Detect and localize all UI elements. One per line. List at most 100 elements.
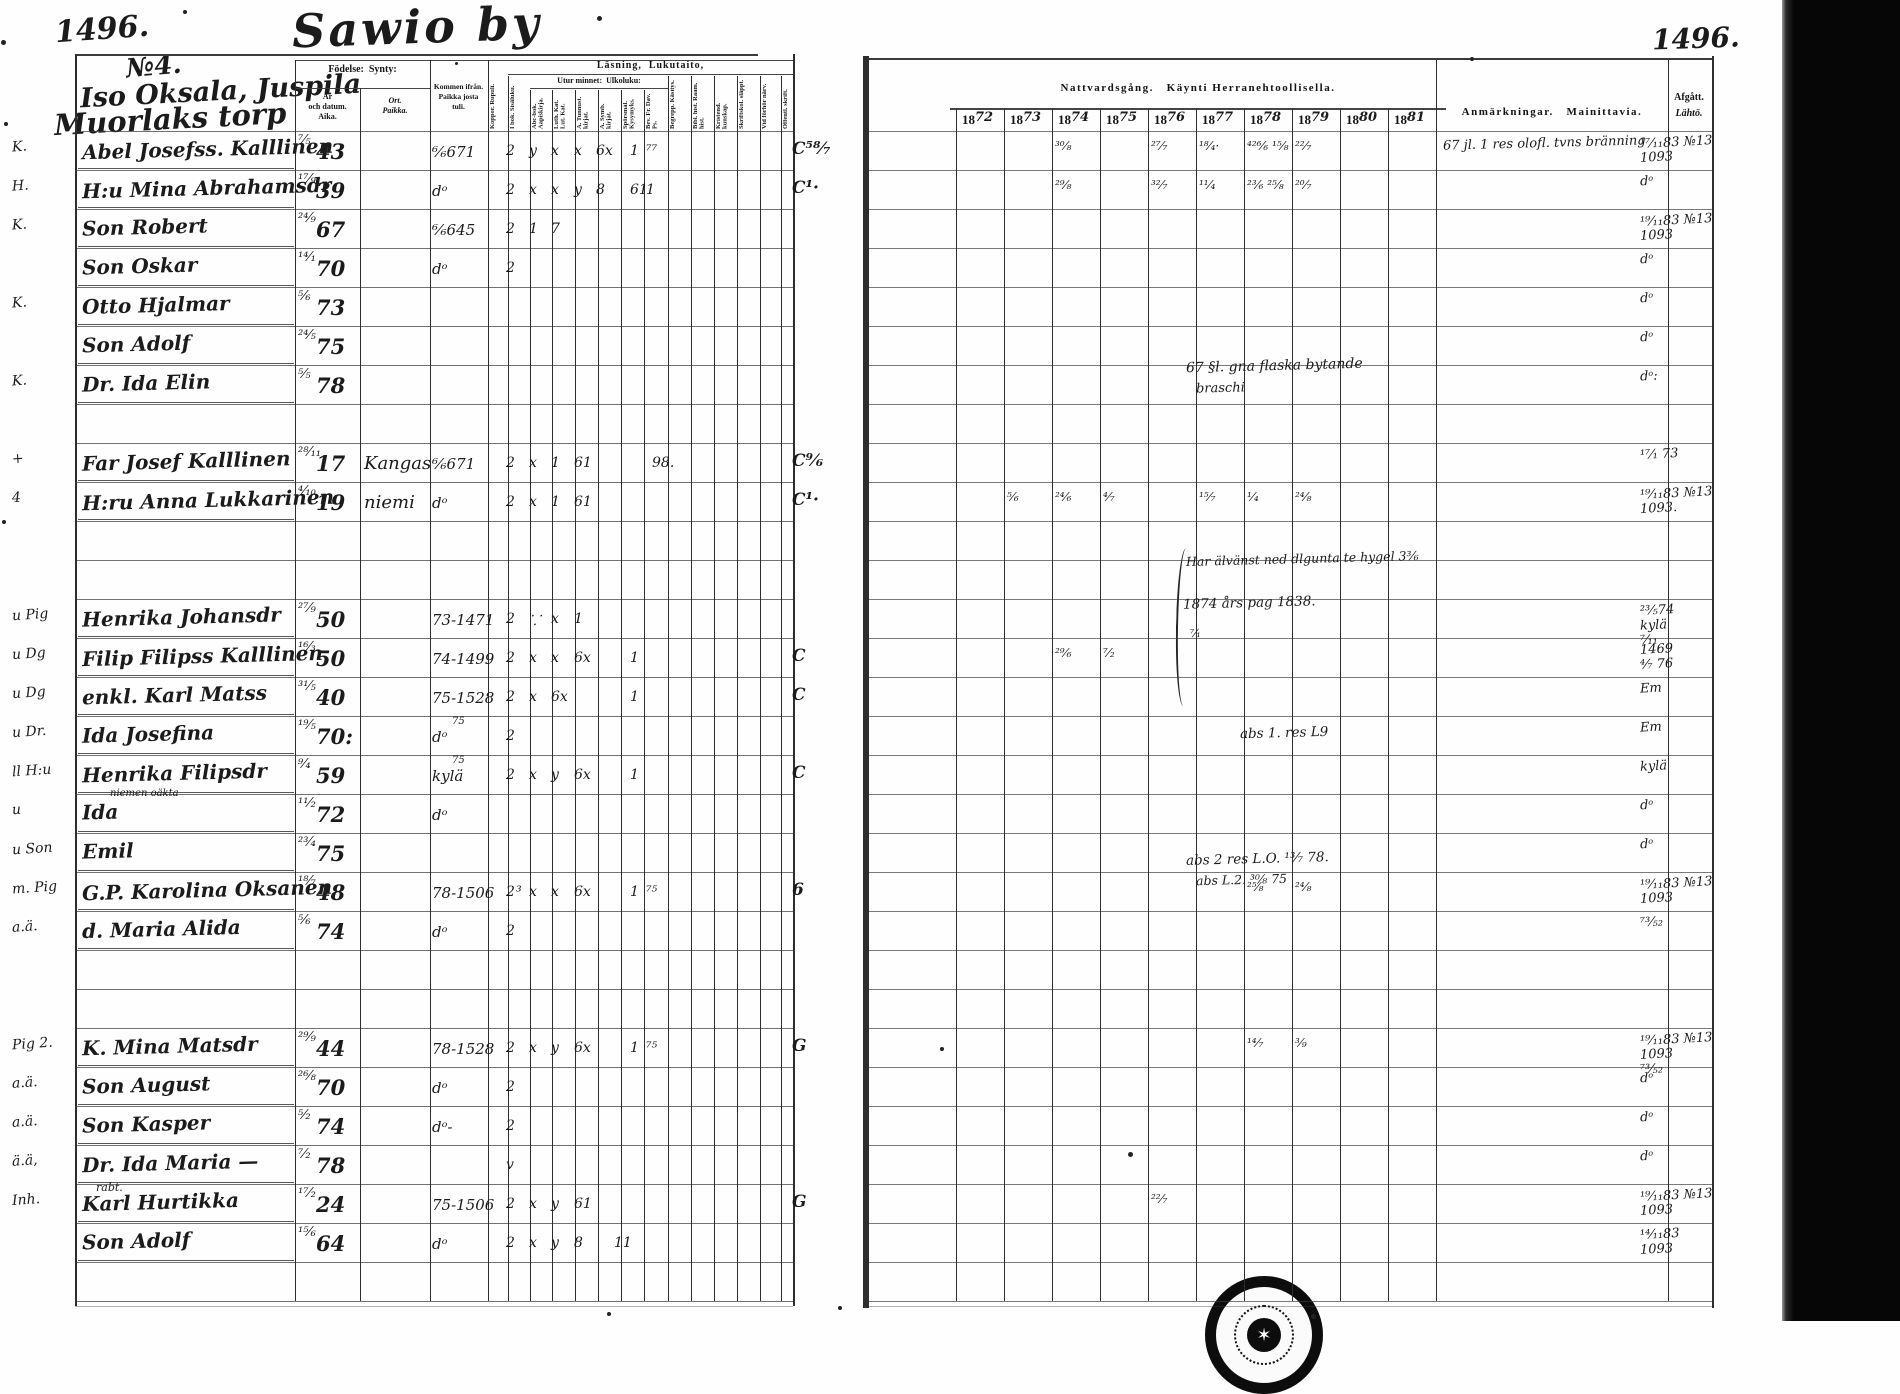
afgatt-note: dᵒ [1639, 251, 1654, 268]
scan-speck [838, 1306, 842, 1310]
afgatt-note: ¹⁹⁄₁₁83 №13 [1639, 1030, 1713, 1049]
afgatt-note: ¹⁷⁄₁₁83 №13 [1639, 133, 1713, 152]
communion-letter-mark: C [792, 685, 806, 705]
birth-year: 64 [316, 1231, 346, 1256]
communion-letter-mark: C [792, 646, 806, 666]
came-from-reference: 78-1528 [432, 1040, 495, 1058]
communion-date-mark: ²⁹⁄₆ [1055, 646, 1072, 660]
name-underline [78, 480, 294, 481]
reading-grade-mark: 6x [596, 143, 613, 159]
column-label-vertical: I bok. Sisäluku. [510, 85, 516, 129]
row-name: enkl. Karl Matss [81, 680, 268, 710]
name-underline [78, 909, 294, 910]
grid-hline [75, 989, 793, 990]
communion-date-mark: ²⁰⁄₇ [1295, 178, 1312, 192]
scan-speck [1311, 1314, 1316, 1319]
reading-grade-mark: 2 [506, 689, 515, 705]
grid-vline [668, 76, 669, 1301]
scan-edge-band [1782, 0, 1900, 1321]
afgatt-note: dᵒ [1639, 1148, 1654, 1165]
reading-grade-mark: 7 [551, 221, 560, 237]
remark-annotation: abs 1. res L9 [1239, 723, 1329, 743]
year-label-printed: 18 [962, 112, 975, 127]
communion-date-mark: ²⁹⁄₈ [1055, 178, 1072, 192]
row-name: Dr. Ida Maria — [81, 1148, 259, 1178]
row-margin-note: H. [11, 177, 30, 195]
column-label-vertical: Koppor. Rupuli. [490, 83, 496, 129]
grid-hline [75, 1306, 793, 1307]
birth-year: 17 [316, 451, 346, 476]
came-from-superscript: 75 [452, 716, 465, 727]
grid-hline [75, 1301, 793, 1302]
name-underline [78, 1182, 294, 1183]
birth-year: 74 [316, 1114, 346, 1139]
reading-grade-mark: 6x [574, 767, 591, 783]
row-name: H:ru Anna Lukkarinen [81, 484, 335, 516]
communion-date-mark: ¹¹⁄₄ [1199, 178, 1216, 192]
birth-year: 40 [316, 685, 346, 710]
grid-vline [1340, 108, 1341, 1301]
birth-year: 70 [316, 256, 346, 281]
row-margin-note: ll H:u [11, 761, 52, 781]
nattvard-underline [950, 108, 1446, 110]
scan-speck [4, 122, 8, 126]
year-label: 1880 [1346, 110, 1377, 128]
reading-grade-mark: 1 [574, 611, 583, 627]
grid-vline [575, 90, 576, 1301]
grid-hline [863, 1067, 1712, 1068]
year-label: 1879 [1298, 110, 1329, 128]
grid-hline [75, 248, 793, 249]
row-margin-note: K. [11, 138, 28, 156]
year-label-handwritten: 72 [975, 110, 994, 125]
grid-hline [863, 638, 1712, 639]
birth-date-fraction: ¹⁶⁄₃ [298, 640, 316, 655]
reading-grade-mark: x [529, 182, 537, 198]
afgatt-note: 1093 [1639, 1046, 1674, 1063]
row-name: Ida [81, 799, 119, 825]
name-underline [78, 870, 294, 871]
year-label-printed: 18 [1010, 112, 1023, 127]
birth-date-fraction: ²⁴⁄₅ [298, 328, 316, 343]
afgatt-note: dᵒ [1639, 1070, 1654, 1087]
reading-grade-mark: 1 [646, 182, 655, 198]
grid-vline [1004, 108, 1005, 1301]
communion-date-mark: ²⁵⁄₈ [1247, 880, 1264, 894]
grid-hline [863, 677, 1712, 678]
year-label-handwritten: 74 [1071, 110, 1090, 125]
row-name: Son Adolf [81, 1227, 191, 1255]
reading-grade-mark: 6x [551, 689, 568, 705]
reading-grade-mark: ⸪ [529, 613, 541, 629]
scan-speck [597, 16, 602, 21]
reading-grade-mark: y [551, 1235, 559, 1251]
reading-grade-mark: 2 [506, 221, 515, 237]
header-nattvardsgang: Nattvardsgång. Käynti Herranehtoollisell… [1060, 82, 1336, 94]
reading-grade-mark: 1 [551, 455, 560, 471]
name-underline [78, 324, 294, 325]
reading-grade-mark: 2 [506, 143, 515, 159]
page-number-left: 1496. [53, 8, 151, 51]
communion-date-mark: ⁷⁄₂ [1103, 646, 1115, 660]
year-label-printed: 18 [1298, 112, 1311, 127]
reading-grade-mark: 1 [630, 884, 639, 900]
communion-date-mark: ²⁷⁄₇ [1151, 139, 1168, 153]
afgatt-note: dᵒ: [1639, 368, 1659, 385]
grid-hline [295, 88, 430, 89]
afgatt-note: 1093 [1639, 1241, 1674, 1258]
reading-grade-mark: 1 [630, 143, 639, 159]
name-underline [78, 1104, 294, 1105]
stamp-star-icon: ✶ [1247, 1318, 1281, 1352]
grid-hline [863, 1223, 1712, 1224]
reading-grade-mark: 1 [551, 494, 560, 510]
birth-year: 70 [316, 1075, 346, 1100]
afgatt-note: dᵒ [1639, 1109, 1654, 1126]
name-underline [78, 714, 294, 715]
name-underline [78, 753, 294, 754]
came-from-reference: 78-1506 [432, 884, 495, 902]
row-name: Dr. Ida Elin [81, 369, 211, 397]
grid-vline [598, 90, 599, 1301]
row-name: Son Kasper [81, 1110, 211, 1138]
came-from-reference: 75-1506 [432, 1196, 495, 1214]
row-margin-note: u Pig [11, 605, 49, 625]
afgatt-note: kylä [1639, 617, 1668, 634]
grid-hline [863, 950, 1712, 951]
